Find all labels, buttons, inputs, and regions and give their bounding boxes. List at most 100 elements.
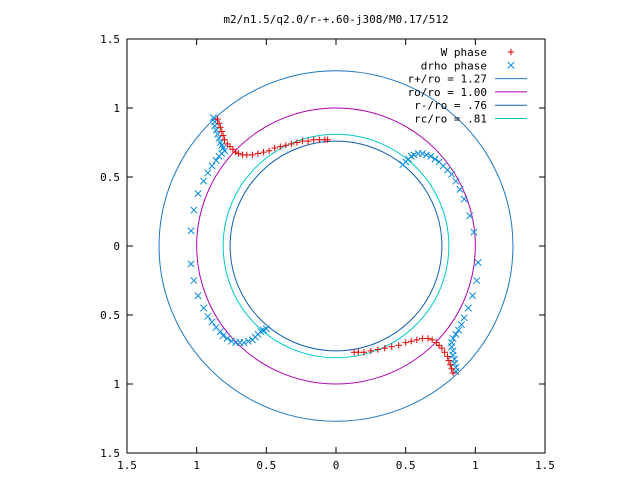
marker-stroke [216,138,224,147]
marker-stroke [216,328,224,336]
x-tick-label: 0 [333,459,340,472]
marker-stroke [240,339,248,347]
data-point [470,228,478,236]
legend-label: drho phase [421,59,487,72]
marker-stroke [470,228,478,236]
data-point [452,368,460,376]
marker-stroke [452,177,460,185]
data-point [282,142,290,149]
data-point [448,343,456,351]
data-point [223,334,231,343]
data-point [408,338,415,345]
marker-stroke [464,304,472,312]
marker-stroke [449,351,457,359]
data-point [452,177,460,185]
marker-stroke [194,292,202,300]
y-tick-label: 1 [113,378,120,391]
marker-stroke [211,122,219,130]
data-point [215,152,223,160]
radius-circle [158,70,514,422]
marker-stroke [418,149,426,158]
data-point [410,151,418,159]
marker-stroke [208,318,216,326]
radius-circles [158,70,514,422]
data-point [226,143,234,150]
marker-stroke [212,126,220,134]
data-point [200,177,208,185]
marker-stroke [452,368,460,376]
marker-stroke [244,337,252,345]
data-point [219,332,227,340]
legend-marker-swatch [507,61,515,69]
axis-ticks: 1.5 1 0.5 0 0.5 1 1.51.510.500.511.5 [100,33,555,472]
marker-stroke [468,292,477,300]
data-point [449,334,457,343]
marker-stroke [200,177,208,185]
data-point [214,130,222,138]
data-point [466,212,474,220]
radius-circle [229,140,443,352]
marker-stroke [448,170,456,178]
marker-stroke [460,195,468,203]
data-point [260,148,267,156]
data-point [447,361,454,368]
marker-stroke [223,334,231,343]
data-point [204,169,212,177]
data-point [419,335,426,342]
marker-stroke [227,337,236,345]
data-point [448,365,455,373]
data-point [208,162,216,170]
x-tick-label: 0.5 [256,459,276,472]
marker-stroke [215,134,223,142]
data-point [474,259,482,267]
data-point [460,195,468,203]
y-tick-label: 0.5 [100,309,120,322]
data-point [227,337,236,345]
marker-stroke [187,227,195,235]
marker-stroke [423,151,431,159]
data-point [244,337,252,345]
radius-circle [222,133,450,359]
marker-stroke [262,325,270,333]
data-point [235,150,242,157]
data-point [187,260,195,268]
data-point [395,342,402,349]
legend-marker-swatch [507,48,515,56]
data-point [200,304,208,312]
marker-stroke [452,330,460,338]
data-point [448,170,456,178]
marker-stroke [218,141,226,149]
data-series [187,114,482,377]
marker-stroke [507,61,515,69]
data-point [215,134,223,142]
marker-stroke [435,158,443,166]
data-point [431,155,439,163]
data-point [187,227,195,235]
x-tick-label: 1.5 [117,459,137,472]
radius-circle [196,107,476,385]
legend-label: ro/ro = 1.00 [408,86,487,99]
marker-stroke [460,314,468,322]
data-point [441,349,448,356]
data-point [455,326,463,334]
marker-stroke [200,304,208,312]
y-tick-label: 1.5 [100,33,120,46]
marker-stroke [450,359,458,367]
data-point [316,136,323,143]
data-point [460,314,468,322]
data-point [428,336,436,344]
data-point [452,330,460,338]
marker-stroke [212,156,220,164]
data-point [271,144,278,152]
chart-title: m2/n1.5/q2.0/r-+.60-j308/M0.17/512 [223,13,448,26]
data-point [381,344,388,352]
data-point [219,132,227,139]
data-point [208,318,216,326]
data-point [423,151,431,159]
data-point [299,137,306,145]
data-point [438,344,446,352]
legend-label: W phase [441,46,487,59]
data-point [445,357,453,364]
data-point [464,304,472,312]
